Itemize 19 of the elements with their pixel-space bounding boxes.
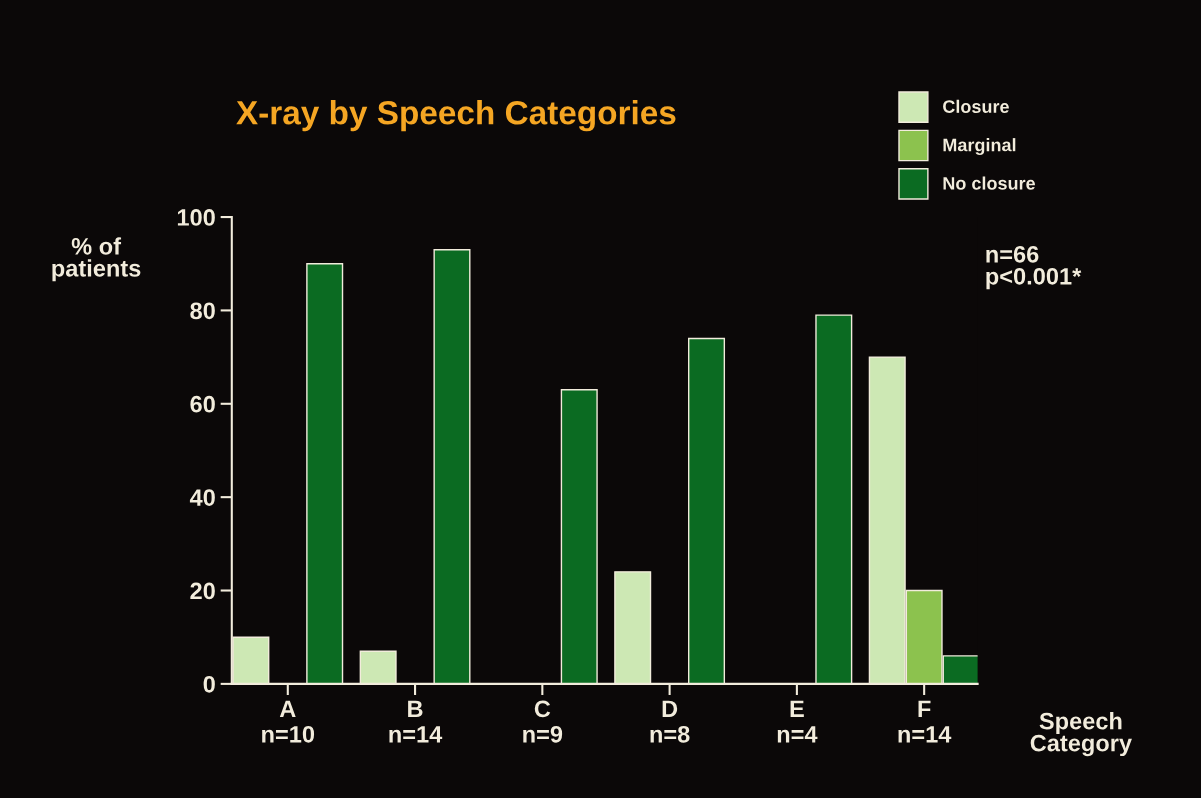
chart-title: X-ray by Speech Categories xyxy=(236,100,676,132)
legend-label: Marginal xyxy=(943,138,1016,156)
text: n=66 p<0.001* xyxy=(986,245,1082,290)
y-tick-label: 100 xyxy=(177,209,215,226)
x-tick-label: F n=14 xyxy=(898,700,952,743)
x-tick-label: C n=9 xyxy=(523,700,563,743)
y-axis-title: % of patients xyxy=(52,237,141,282)
x-tick-label: D n=8 xyxy=(650,700,690,743)
y-tick-label: 80 xyxy=(190,302,215,320)
x-axis-title: Speech Category xyxy=(1030,712,1132,757)
y-tick-label: 20 xyxy=(190,582,215,600)
y-tick-label: 40 xyxy=(189,489,215,506)
legend-label: Closure xyxy=(943,99,1009,113)
x-tick-label: E n=4 xyxy=(777,700,818,743)
y-tick-label: 0 xyxy=(203,675,215,693)
x-tick-label: B n=14 xyxy=(389,700,443,743)
y-tick-label: 60 xyxy=(190,395,215,413)
legend-label: No closure xyxy=(943,176,1036,190)
x-tick-label: A n=10 xyxy=(262,700,315,743)
